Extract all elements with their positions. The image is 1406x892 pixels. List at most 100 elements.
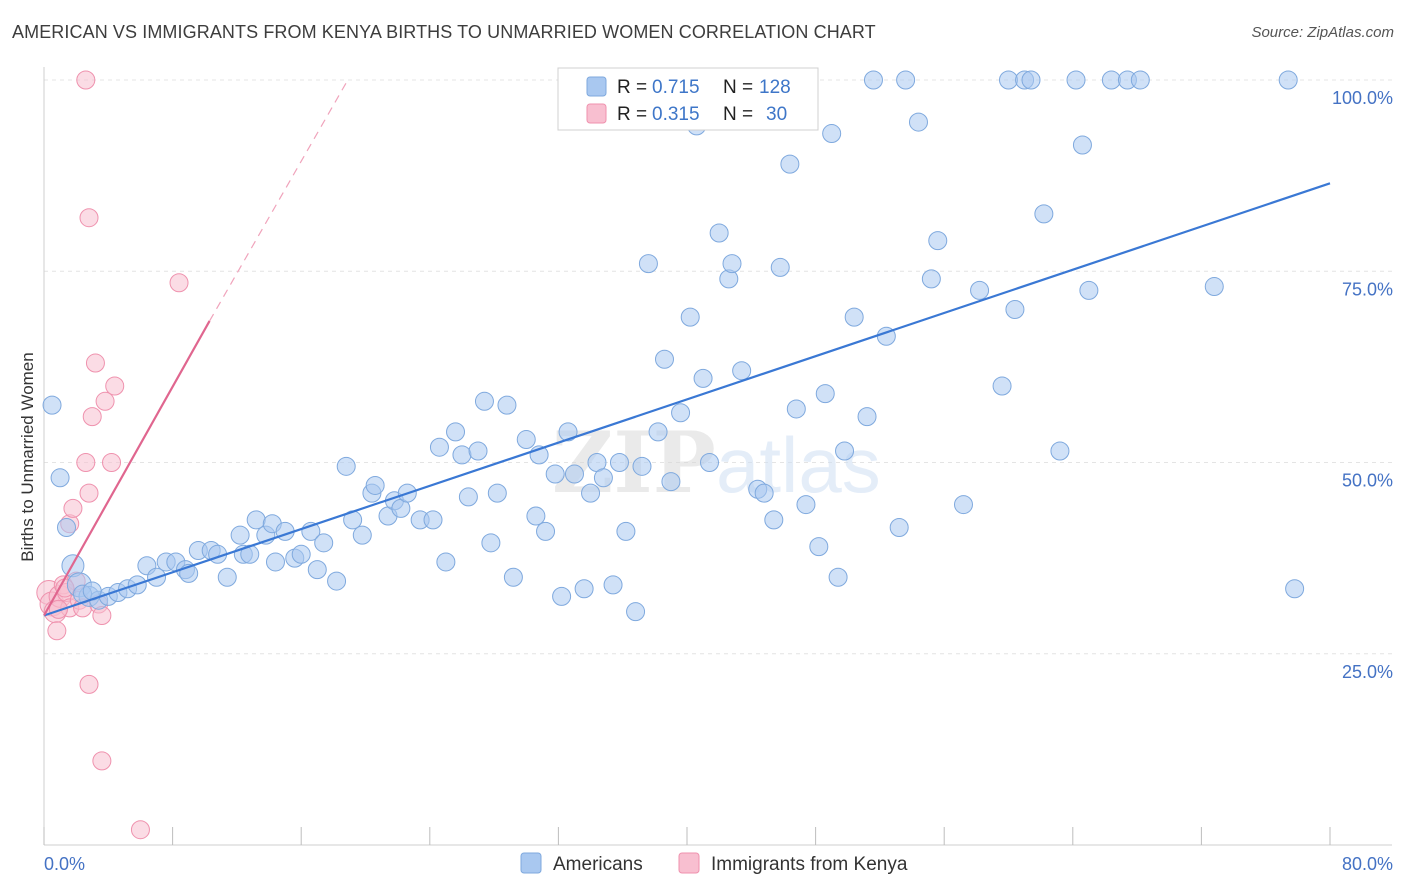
- american-point: [732, 361, 752, 381]
- american-point: [581, 483, 601, 503]
- american-point: [835, 441, 855, 461]
- american-point: [722, 254, 742, 274]
- american-point: [503, 567, 523, 587]
- american-point: [307, 560, 327, 580]
- kenya-point: [79, 208, 99, 228]
- american-point: [863, 70, 883, 90]
- american-point: [481, 533, 501, 553]
- american-point: [552, 586, 572, 606]
- american-point: [246, 510, 266, 530]
- american-point: [786, 399, 806, 419]
- legend-swatch-kenya: [586, 103, 607, 124]
- axes: [43, 67, 1392, 846]
- x-tick-label: 80.0%: [1342, 854, 1393, 874]
- legend-n-value: 128: [759, 77, 791, 98]
- kenya-point: [85, 353, 105, 373]
- legend-swatch-americans: [586, 76, 607, 97]
- american-point: [217, 567, 237, 587]
- american-point: [558, 422, 578, 442]
- american-point: [291, 544, 311, 564]
- american-point: [654, 349, 674, 369]
- american-point: [436, 552, 456, 572]
- kenya-trend-line: [43, 320, 211, 617]
- american-point: [928, 231, 948, 251]
- american-point: [603, 575, 623, 595]
- legend-n-label: N =: [723, 77, 753, 98]
- legend: R = 0.715 N = 128 R = 0.315 N = 30: [557, 67, 819, 131]
- american-point: [50, 468, 70, 488]
- american-point: [365, 475, 385, 495]
- kenya-point: [82, 407, 102, 427]
- kenya-point: [105, 376, 125, 396]
- legend-n-value: 30: [766, 104, 787, 125]
- american-point: [616, 521, 636, 541]
- legend-r-value: 0.715: [652, 77, 700, 98]
- kenya-series: [36, 70, 189, 840]
- american-point: [1079, 280, 1099, 300]
- watermark-atlas: atlas: [716, 421, 881, 509]
- american-point: [648, 422, 668, 442]
- american-point: [1278, 70, 1298, 90]
- american-point: [809, 537, 829, 557]
- kenya-point: [79, 483, 99, 503]
- kenya-point: [130, 820, 150, 840]
- american-point: [593, 468, 613, 488]
- american-point: [1021, 70, 1041, 90]
- kenya-point: [48, 599, 68, 619]
- american-point: [680, 307, 700, 327]
- american-point: [780, 154, 800, 174]
- kenya-point: [102, 453, 122, 472]
- american-point: [516, 430, 536, 450]
- american-point: [609, 453, 629, 472]
- american-point: [719, 269, 739, 289]
- american-point: [265, 552, 285, 572]
- american-point: [638, 254, 658, 274]
- american-point: [1285, 579, 1305, 599]
- american-point: [446, 422, 466, 442]
- kenya-point: [95, 391, 115, 411]
- american-point: [796, 495, 816, 515]
- kenya-point: [63, 498, 83, 518]
- american-point: [314, 533, 334, 553]
- x-tick-label: 0.0%: [44, 854, 85, 874]
- american-point: [352, 525, 372, 545]
- american-point: [230, 525, 250, 545]
- american-point: [423, 510, 443, 530]
- american-point: [497, 395, 517, 415]
- american-point: [764, 510, 784, 530]
- americans-trend-line: [43, 182, 1331, 617]
- american-point: [574, 579, 594, 599]
- american-point: [429, 437, 449, 457]
- american-point: [545, 464, 565, 484]
- legend-r-label: R =: [617, 104, 647, 125]
- american-point: [908, 112, 928, 132]
- bottom-legend-swatch-americans: [520, 852, 542, 874]
- american-point: [970, 280, 990, 300]
- american-point: [822, 124, 842, 144]
- american-point: [526, 506, 546, 526]
- kenya-point: [76, 70, 96, 90]
- american-point: [661, 472, 681, 492]
- american-point: [452, 445, 472, 465]
- american-point: [474, 391, 494, 411]
- american-point: [1066, 70, 1086, 90]
- bottom-legend: Americans Immigrants from Kenya: [520, 852, 908, 875]
- american-point: [857, 407, 877, 427]
- american-point: [844, 307, 864, 327]
- american-point: [700, 453, 720, 472]
- american-point: [1204, 277, 1224, 297]
- bottom-legend-swatch-kenya: [678, 852, 700, 874]
- grid-lines: [44, 79, 1392, 655]
- american-point: [693, 368, 713, 388]
- american-point: [336, 456, 356, 476]
- american-point: [564, 464, 584, 484]
- american-point: [1005, 300, 1025, 319]
- american-point: [1050, 441, 1070, 461]
- american-point: [953, 495, 973, 515]
- american-point: [889, 518, 909, 538]
- american-point: [828, 567, 848, 587]
- tick-labels: 25.0% 50.0% 75.0% 100.0% 0.0% 80.0%: [44, 88, 1393, 874]
- american-point: [1034, 204, 1054, 224]
- legend-n-label: N =: [723, 104, 753, 125]
